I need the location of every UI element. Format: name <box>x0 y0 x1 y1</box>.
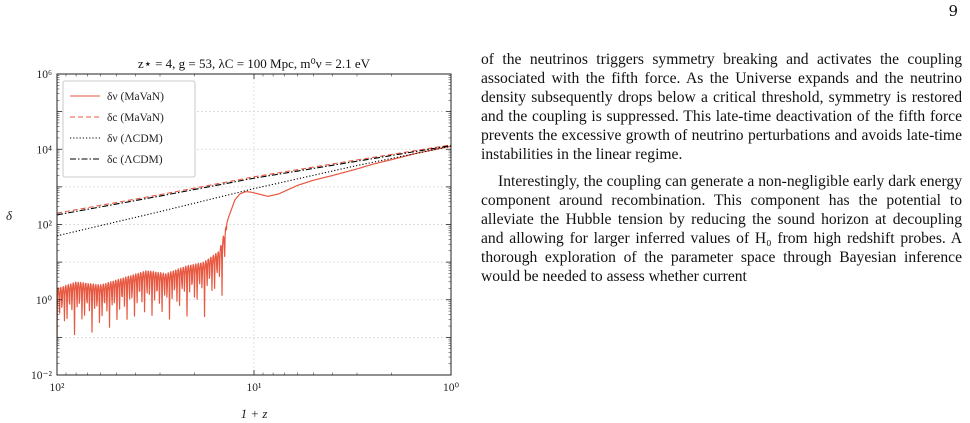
y-tick-label: 10⁴ <box>36 144 52 156</box>
legend-label: δc (ΛCDM) <box>107 154 163 166</box>
chart-title: z⋆ = 4, g = 53, λC = 100 Mpc, m⁰ν = 2.1 … <box>138 56 371 71</box>
figure-panel: z⋆ = 4, g = 53, λC = 100 Mpc, m⁰ν = 2.1 … <box>0 0 470 421</box>
axis-ticks: 10⁻² 10⁰ 10² 10⁴ 10⁶ 10² 10¹ 10⁰ <box>31 69 459 394</box>
y-tick-label: 10² <box>37 220 53 232</box>
x-tick-label: 10¹ <box>247 382 263 394</box>
y-tick-label: 10⁶ <box>36 69 52 81</box>
series-line <box>57 145 451 216</box>
series-line <box>57 145 451 237</box>
y-axis-label: δ <box>6 208 13 223</box>
x-tick-label: 10⁰ <box>443 382 460 394</box>
legend-label: δc (MaVaN) <box>107 112 164 124</box>
paragraph: of the neutrinos triggers symmetry break… <box>481 51 962 163</box>
series-line <box>57 144 451 214</box>
y-tick-label: 10⁰ <box>36 295 53 307</box>
legend: δν (MaVaN) δc (MaVaN) δν (ΛCDM) δc (ΛCDM) <box>62 80 196 178</box>
page-number: 9 <box>948 2 958 20</box>
body-text-column: of the neutrinos triggers symmetry break… <box>481 50 962 286</box>
legend-label: δν (ΛCDM) <box>107 133 163 145</box>
y-tick-label: 10⁻² <box>31 370 53 382</box>
series-line <box>57 145 451 346</box>
series-layer <box>57 144 451 346</box>
legend-label: δν (MaVaN) <box>107 91 164 103</box>
legend-box <box>62 80 196 178</box>
paragraph: Interestingly, the coupling can generate… <box>481 173 962 285</box>
x-axis-label: 1 + z <box>241 406 268 419</box>
delta-evolution-chart: z⋆ = 4, g = 53, λC = 100 Mpc, m⁰ν = 2.1 … <box>6 56 459 421</box>
x-tick-label: 10² <box>50 382 66 394</box>
